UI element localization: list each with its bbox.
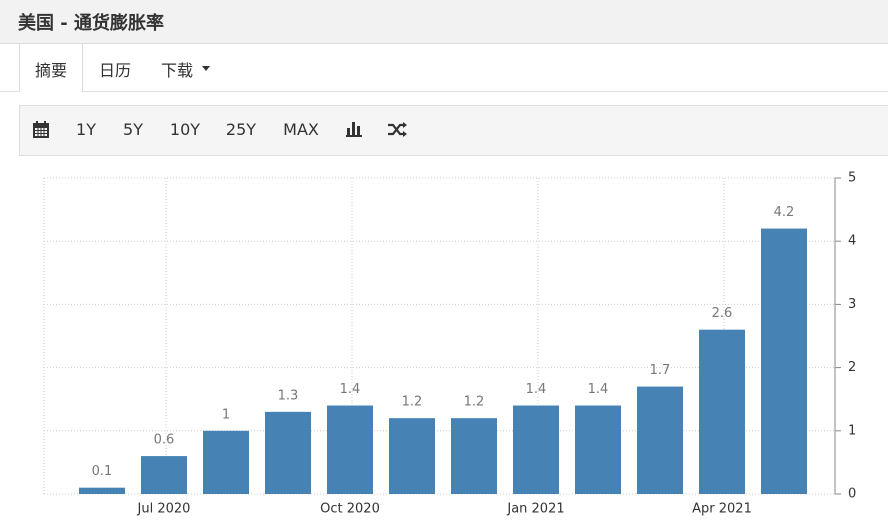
data-label: 1.2 (402, 395, 423, 410)
shuffle-icon[interactable] (388, 122, 407, 137)
range-button[interactable]: 1Y (76, 120, 96, 139)
y-tick-label: 0 (848, 487, 856, 502)
bar (637, 386, 683, 494)
tab[interactable]: 日历 (99, 61, 132, 80)
active-tab[interactable] (19, 43, 83, 93)
x-tick-label: Oct 2020 (320, 502, 380, 517)
bar (327, 405, 373, 494)
x-tick-label: Jan 2021 (506, 502, 564, 517)
data-label: 2.6 (712, 306, 733, 321)
y-tick-label: 3 (848, 297, 856, 312)
data-label: 0.6 (154, 433, 175, 448)
data-label: 4.2 (774, 205, 795, 220)
x-tick-label: Apr 2021 (692, 502, 752, 517)
toolbar: 1Y 5Y 10Y 25Y MAX (19, 105, 888, 156)
page-title: 美国 - 通货膨胀率 (18, 13, 165, 34)
bar (141, 456, 187, 494)
calendar-icon[interactable] (33, 121, 49, 138)
tabs: 摘要 日历 下载 (0, 43, 888, 93)
data-label: 1.2 (464, 395, 485, 410)
x-tick-label: Jul 2020 (137, 502, 191, 517)
data-label: 1.3 (278, 388, 299, 403)
data-label: 1.7 (650, 363, 671, 378)
range-button[interactable]: 5Y (123, 120, 143, 139)
range-button[interactable]: MAX (283, 120, 319, 139)
header: 美国 - 通货膨胀率 (0, 0, 888, 44)
tab[interactable]: 下载 (161, 61, 194, 80)
bar (513, 405, 559, 494)
chart: 0 1 2 3 4 5 0.1 Jul 2020 0.6 1 1.3 Oct 2020 1.4 1.2 1.… (43, 171, 856, 517)
data-label: 1 (222, 407, 230, 422)
bar (699, 329, 745, 494)
bar (761, 228, 807, 494)
tab[interactable]: 摘要 (35, 61, 68, 80)
range-button[interactable]: 10Y (169, 120, 201, 139)
bar (575, 405, 621, 494)
bar (203, 430, 249, 494)
bar (389, 418, 435, 494)
y-tick-label: 2 (848, 360, 856, 375)
bar (79, 487, 125, 494)
bar (451, 418, 497, 494)
range-button[interactable]: 25Y (225, 120, 257, 139)
bar (265, 411, 311, 494)
y-tick-label: 1 (848, 423, 856, 438)
data-label: 1.4 (340, 382, 361, 397)
dropdown-caret (202, 66, 210, 71)
bar-chart-icon[interactable] (346, 121, 362, 138)
y-tick-label: 5 (848, 171, 856, 186)
data-label: 1.4 (588, 382, 609, 397)
data-label: 1.4 (526, 382, 547, 397)
data-label: 0.1 (92, 464, 113, 479)
y-tick-label: 4 (848, 234, 856, 249)
